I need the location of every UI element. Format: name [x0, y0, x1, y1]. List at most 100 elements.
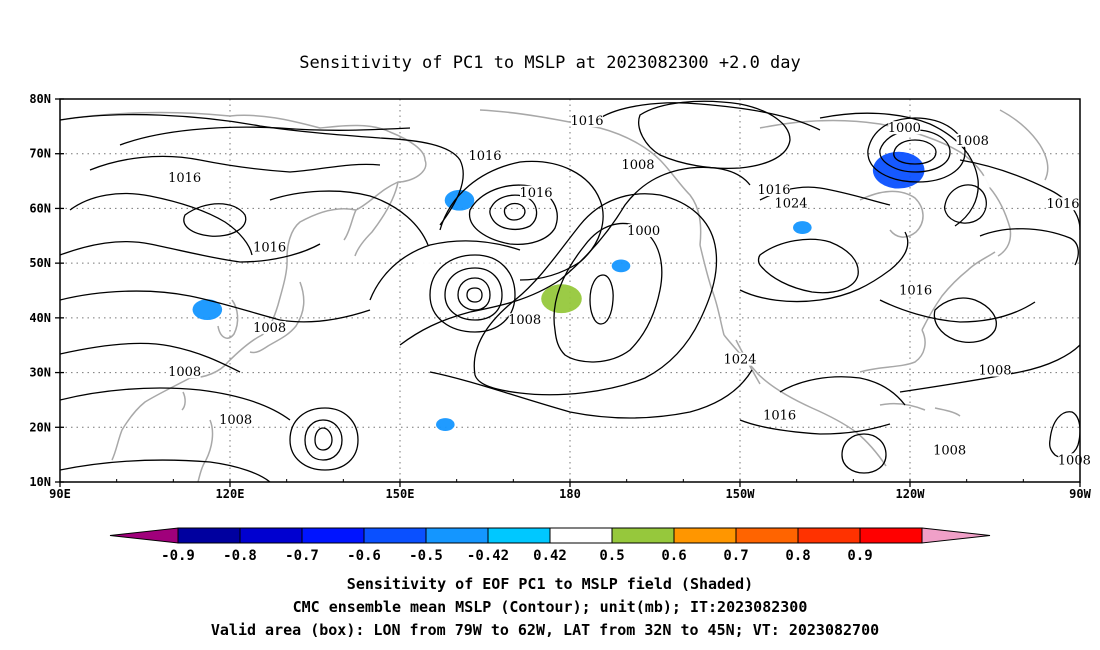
sensitivity-patch — [541, 284, 582, 314]
coast-siberia — [60, 111, 427, 241]
sensitivity-patch — [444, 189, 475, 211]
contour-1008-china — [60, 342, 241, 373]
contour-1016-mid — [60, 241, 321, 263]
contour-label: 1024 — [723, 353, 756, 368]
coast-taiwan — [181, 391, 186, 411]
contour-1008-aleutian-outer — [439, 160, 604, 281]
contour-label: 1024 — [774, 197, 807, 212]
colorbar-swatch — [425, 527, 489, 544]
contour-1008-atlantic-1 — [943, 184, 987, 224]
colorbar-arrow-left — [109, 527, 179, 544]
contour-label: 1016 — [1046, 197, 1079, 212]
contour-1016-us-east — [879, 299, 1036, 323]
contour-1008-pacific-high — [369, 240, 521, 301]
contour-label: 1008 — [978, 364, 1011, 379]
contour-1016-newfoundland — [979, 228, 1079, 266]
contour-label-bg — [933, 443, 966, 457]
contour-1016-arctic — [119, 126, 411, 146]
lat-label: 60N — [29, 201, 51, 215]
lon-label: 150E — [386, 487, 415, 501]
colorbar-swatch — [301, 527, 365, 544]
contour-label: 1016 — [763, 408, 796, 423]
lat-label: 50N — [29, 256, 51, 270]
contour-label: 1016 — [570, 114, 603, 129]
contour-1008-mex-low — [841, 433, 887, 474]
lon-label: 120W — [896, 487, 926, 501]
contour-label: 1008 — [219, 413, 252, 428]
lon-label: 150W — [726, 487, 756, 501]
coast-alaska — [479, 109, 702, 246]
lat-label: 40N — [29, 311, 51, 325]
contour-label: 1000 — [627, 224, 660, 239]
contour-label: 1016 — [519, 186, 552, 201]
colorbar-swatch — [797, 527, 861, 544]
colorbar-tick-label: 0.8 — [785, 548, 810, 564]
caption-line-1: Sensitivity of EOF PC1 to MSLP field (Sh… — [347, 575, 753, 593]
contour-label-bg — [469, 149, 501, 163]
lon-label: 180 — [559, 487, 581, 501]
colorbar-arrow-right — [921, 527, 991, 544]
lat-label: 30N — [29, 366, 51, 380]
colorbar-tick-label: -0.5 — [409, 548, 443, 564]
colorbar-swatch — [239, 527, 303, 544]
contour-low-ring3 — [457, 277, 491, 311]
map-panel: 1016 1016 1016 1016 1016 1008 1008 1008 1008 1008… — [29, 92, 1091, 501]
caption-block: Sensitivity of EOF PC1 to MSLP field (Sh… — [211, 575, 879, 639]
contour-label: 1016 — [168, 171, 201, 186]
contour-label-bg — [571, 114, 603, 128]
sensitivity-patch — [923, 185, 942, 199]
contour-labels: 1016 1016 1016 1016 1016 1008 1008 1008 1008 1008… — [168, 114, 1091, 468]
contour-label-bg — [888, 121, 921, 135]
contour-1024-inner — [553, 222, 663, 363]
contour-label: 1008 — [508, 313, 541, 328]
contour-1016-pacific-outer — [399, 166, 751, 346]
sensitivity-patch — [192, 299, 223, 321]
lat-label: 10N — [29, 475, 51, 489]
contour-label: 1008 — [168, 365, 201, 380]
coast-cuba — [879, 402, 926, 411]
coast-kamchatka — [354, 181, 399, 257]
contour-label-bg — [253, 240, 286, 254]
contour-1008-eastcoast — [933, 297, 997, 343]
coast-japan — [249, 281, 305, 354]
sensitivity-patch — [416, 254, 435, 267]
contour-1016-siberia-west — [60, 113, 464, 226]
sensitivity-patch — [611, 259, 631, 273]
coast-korea — [217, 299, 239, 339]
map-title: Sensitivity of PC1 to MSLP at 2023082300… — [299, 53, 801, 73]
contour-label-bg — [627, 224, 660, 238]
contour-label-bg — [508, 313, 541, 327]
contour-1008-arctic-ca — [819, 112, 979, 227]
contour-1008-midwest — [739, 231, 909, 303]
contour-aleutian-inner1 — [489, 194, 538, 231]
contour-label-bg — [1058, 453, 1091, 467]
contour-label: 1016 — [253, 240, 286, 255]
contour-1008-gulf — [779, 376, 906, 406]
contour-1024-core — [589, 274, 614, 325]
colorbar-swatch — [859, 527, 923, 544]
coast-china — [111, 377, 191, 461]
lat-label: 70N — [29, 147, 51, 161]
contour-1008-lowcenter — [60, 459, 271, 482]
contour-label: 1016 — [899, 284, 932, 299]
contour-label-bg — [168, 170, 201, 184]
contour-label-bg — [758, 183, 790, 197]
coast-hudson-bay — [859, 190, 924, 238]
coast-us-east — [921, 251, 996, 331]
contour-1016-subtropic — [429, 369, 753, 419]
contour-low-ring2 — [444, 267, 503, 321]
colorbar-swatch — [177, 527, 241, 544]
contour-1024-outer — [473, 193, 718, 396]
contour-1008-caribbean — [739, 419, 891, 435]
caption-line-2: CMC ensemble mean MSLP (Contour); unit(m… — [293, 598, 808, 616]
contour-label-bg — [168, 365, 201, 379]
colorbar-swatch — [673, 527, 737, 544]
lon-label: 90E — [49, 487, 71, 501]
contour-1016-inner — [69, 192, 253, 256]
lat-label: 80N — [29, 92, 51, 106]
contour-label: 1008 — [253, 321, 286, 336]
contour-1016-atlantic-hi — [1049, 411, 1080, 458]
sensitivity-patch — [980, 174, 999, 188]
